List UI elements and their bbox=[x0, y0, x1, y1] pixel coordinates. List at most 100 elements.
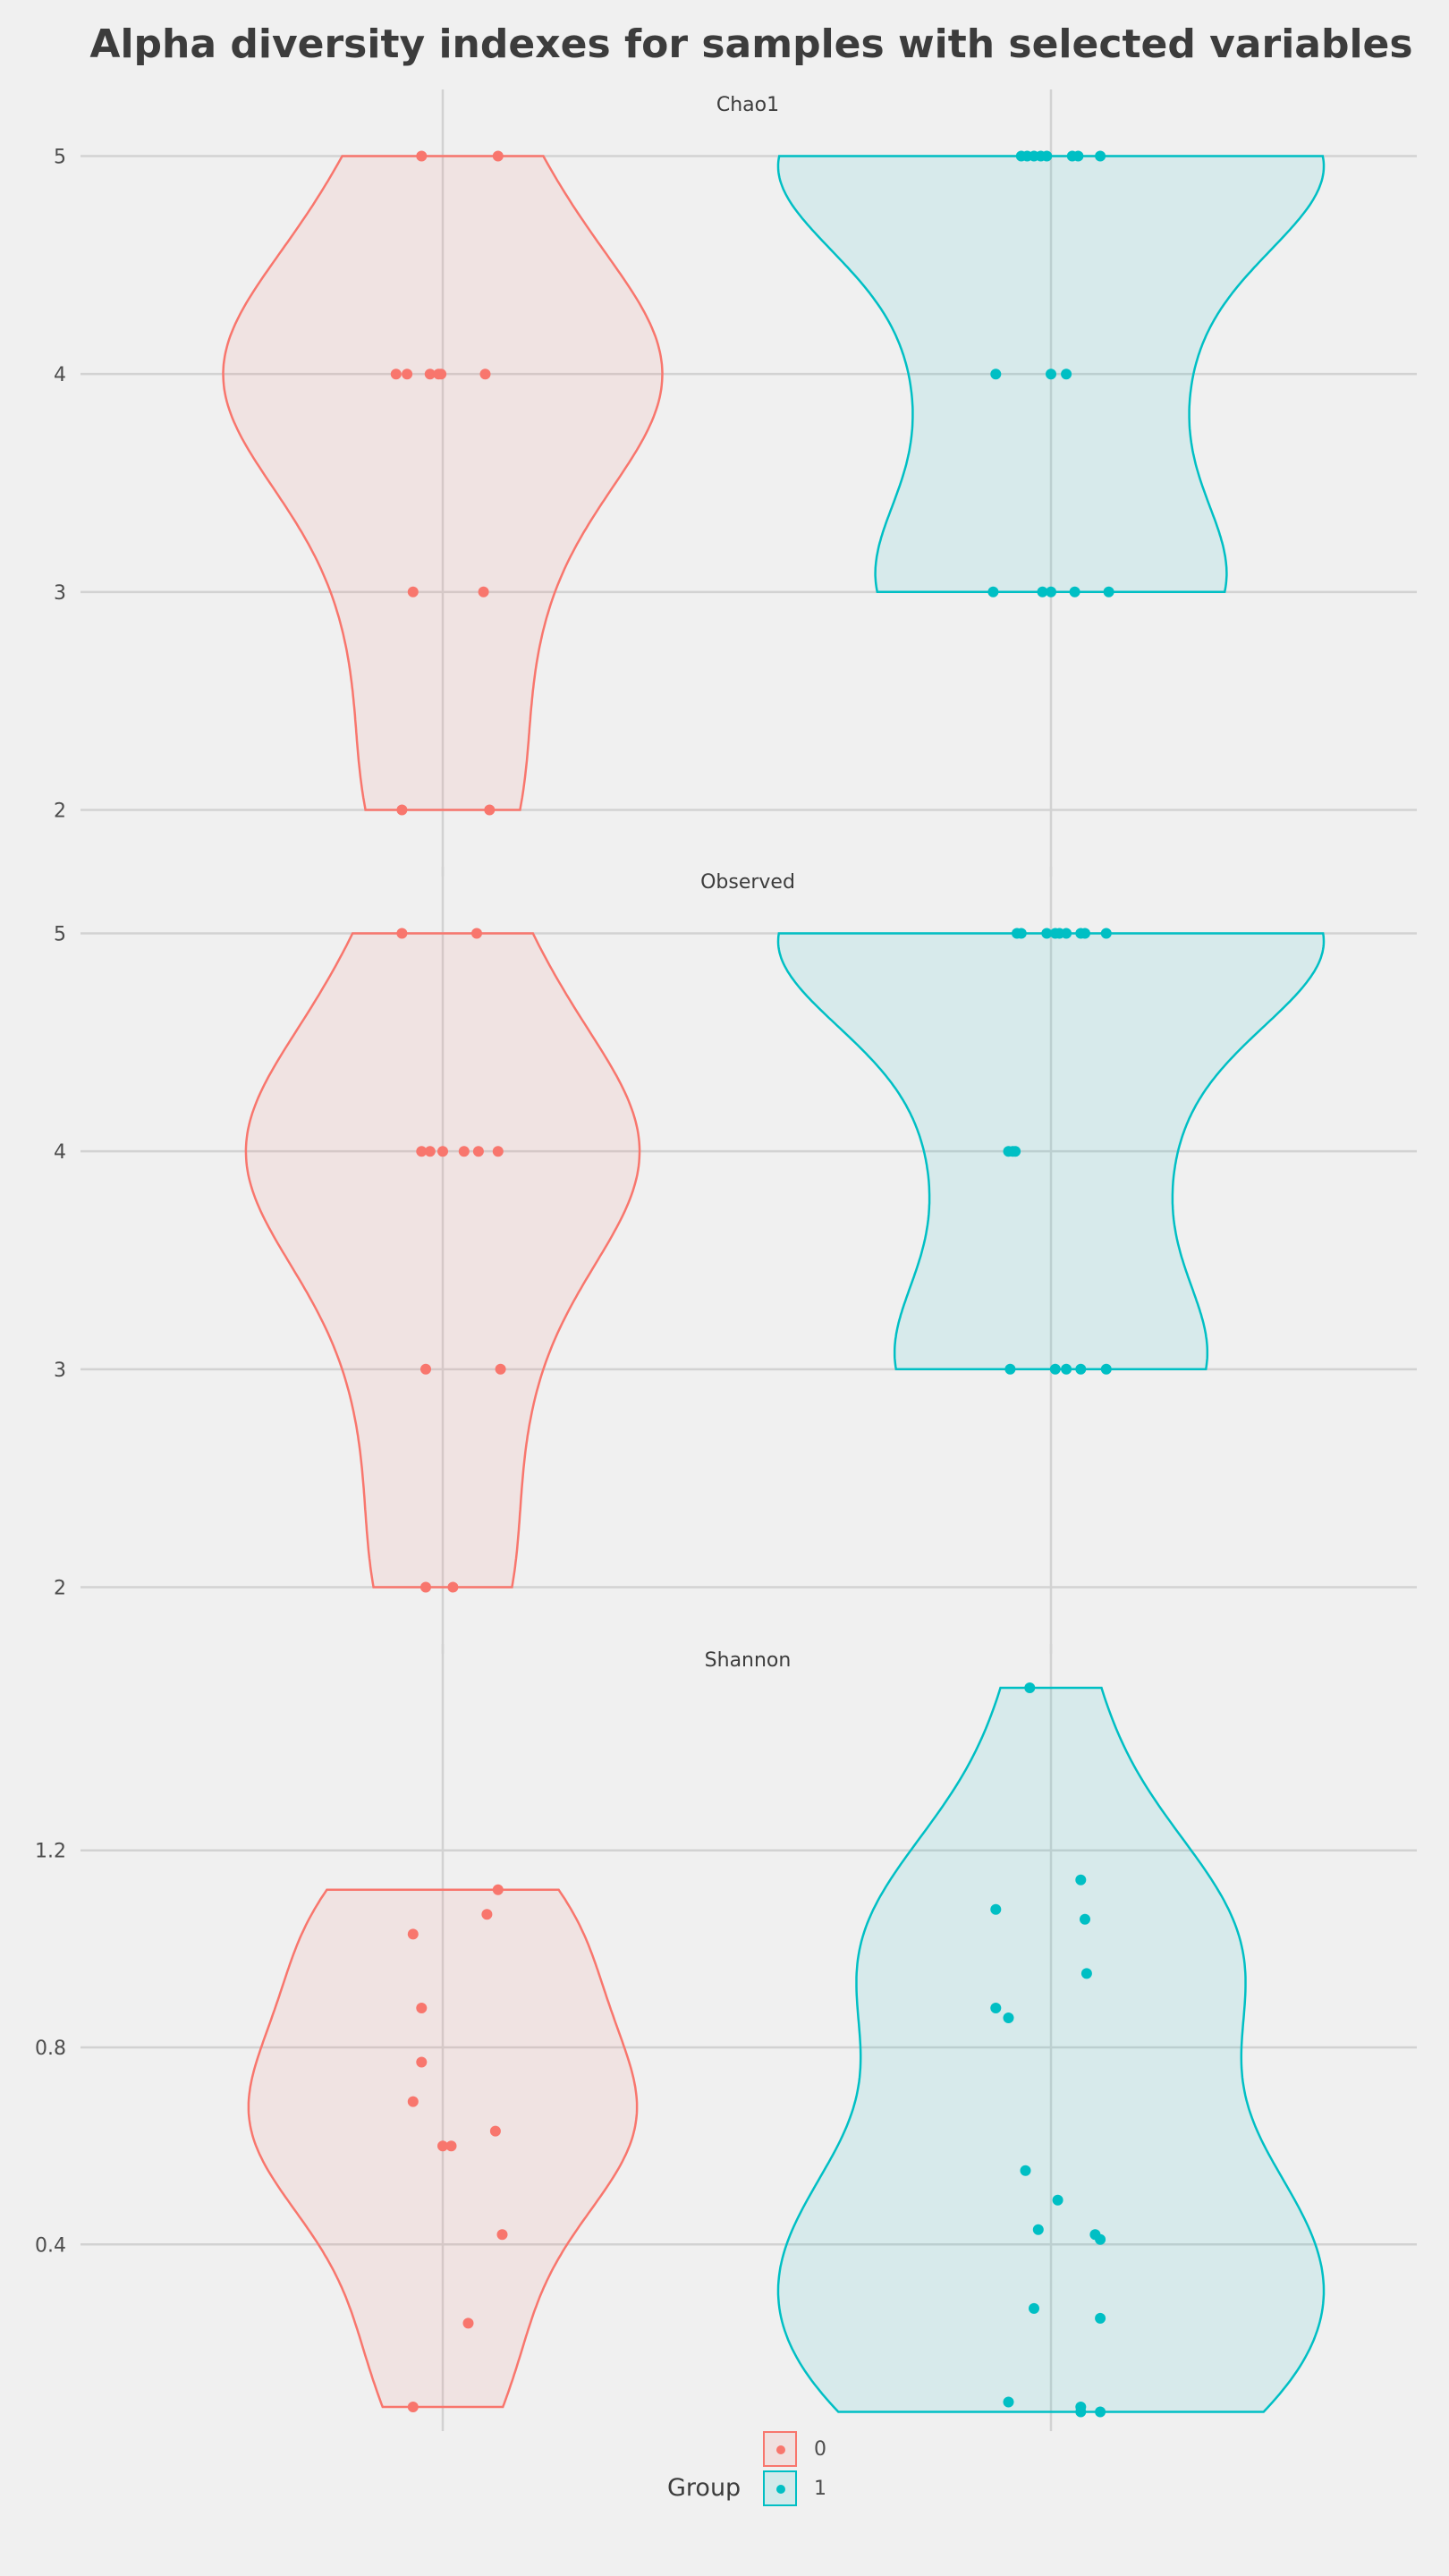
legend-label-0: 0 bbox=[814, 2438, 826, 2461]
data-point-group-0 bbox=[396, 804, 408, 816]
data-point-group-1 bbox=[1095, 2312, 1106, 2324]
data-point-group-0 bbox=[416, 2003, 428, 2013]
legend-dot-0 bbox=[776, 2445, 785, 2454]
y-tick-label: 5 bbox=[54, 147, 66, 169]
data-point-group-1 bbox=[1072, 150, 1084, 162]
data-point-group-1 bbox=[1069, 586, 1080, 597]
data-point-group-1 bbox=[1061, 928, 1072, 939]
data-point-group-0 bbox=[447, 1581, 459, 1593]
data-point-group-1 bbox=[1075, 2406, 1087, 2418]
data-point-group-0 bbox=[484, 804, 496, 816]
y-tick-label: 4 bbox=[54, 1141, 66, 1164]
data-point-group-0 bbox=[416, 1146, 428, 1157]
data-point-group-0 bbox=[437, 2140, 448, 2152]
data-point-group-1 bbox=[990, 1903, 1002, 1915]
data-point-group-0 bbox=[445, 2140, 457, 2152]
data-point-group-1 bbox=[1003, 2396, 1014, 2408]
data-point-group-1 bbox=[1032, 2224, 1044, 2235]
data-point-group-1 bbox=[1015, 928, 1027, 939]
data-point-group-0 bbox=[478, 586, 489, 597]
data-point-group-1 bbox=[1061, 369, 1072, 380]
panel-title: Observed bbox=[700, 871, 795, 894]
data-point-group-1 bbox=[1029, 2302, 1039, 2314]
data-point-group-1 bbox=[1061, 1363, 1072, 1375]
data-point-group-1 bbox=[1041, 150, 1053, 162]
data-point-group-1 bbox=[1037, 586, 1048, 597]
y-tick-label: 1.2 bbox=[35, 1841, 66, 1863]
data-point-group-0 bbox=[437, 1146, 448, 1157]
data-point-group-1 bbox=[1080, 1968, 1092, 1979]
panel-title: Shannon bbox=[705, 1649, 792, 1672]
panel-title: Chao1 bbox=[716, 94, 779, 116]
data-point-group-0 bbox=[390, 369, 402, 380]
y-tick-label: 4 bbox=[54, 364, 66, 386]
data-point-group-0 bbox=[424, 1146, 436, 1157]
data-point-group-0 bbox=[492, 1146, 504, 1157]
data-point-group-1 bbox=[1095, 2233, 1106, 2245]
data-point-group-1 bbox=[1024, 1682, 1036, 1693]
data-point-group-0 bbox=[416, 2056, 428, 2068]
legend-title: Group bbox=[667, 2474, 741, 2502]
data-point-group-0 bbox=[458, 1146, 470, 1157]
data-point-group-0 bbox=[424, 369, 436, 380]
data-point-group-0 bbox=[481, 1909, 493, 1920]
data-point-group-1 bbox=[1095, 2406, 1106, 2418]
violin-group-0 bbox=[222, 155, 664, 811]
data-point-group-0 bbox=[436, 369, 447, 380]
data-point-group-1 bbox=[990, 369, 1002, 380]
data-point-group-1 bbox=[990, 2003, 1002, 2013]
data-point-group-1 bbox=[1052, 2194, 1063, 2206]
data-point-group-0 bbox=[396, 928, 408, 939]
data-point-group-1 bbox=[1020, 2165, 1031, 2176]
data-point-group-0 bbox=[479, 369, 491, 380]
legend: 0 1 Group bbox=[662, 2424, 877, 2506]
data-point-group-0 bbox=[407, 1928, 419, 1940]
legend-dot-1 bbox=[776, 2485, 785, 2494]
data-point-group-1 bbox=[1080, 1913, 1090, 1925]
data-point-group-1 bbox=[1103, 586, 1114, 597]
violin-group-0 bbox=[244, 932, 641, 1589]
data-point-group-1 bbox=[1003, 2012, 1014, 2023]
y-tick-label: 0.8 bbox=[35, 2038, 66, 2060]
data-point-group-1 bbox=[1049, 1363, 1061, 1375]
chart-title: Alpha diversity indexes for samples with… bbox=[89, 21, 1413, 67]
y-tick-label: 2 bbox=[54, 800, 66, 822]
data-point-group-0 bbox=[407, 2402, 419, 2412]
data-point-group-1 bbox=[1004, 1363, 1016, 1375]
data-point-group-1 bbox=[1075, 1874, 1087, 1885]
violin-group-1 bbox=[776, 932, 1326, 1371]
legend-key-0 bbox=[763, 2431, 797, 2467]
data-point-group-0 bbox=[496, 2229, 508, 2241]
data-point-group-0 bbox=[462, 2318, 474, 2329]
data-point-group-1 bbox=[1046, 369, 1056, 380]
data-point-group-0 bbox=[407, 586, 419, 597]
data-point-group-0 bbox=[471, 928, 482, 939]
data-point-group-0 bbox=[416, 150, 428, 162]
data-point-group-1 bbox=[1080, 928, 1090, 939]
data-point-group-0 bbox=[407, 2096, 419, 2107]
y-tick-label: 0.4 bbox=[35, 2234, 66, 2257]
data-point-group-1 bbox=[1046, 586, 1056, 597]
legend-key-1 bbox=[763, 2470, 797, 2506]
data-point-group-0 bbox=[420, 1581, 431, 1593]
data-point-group-1 bbox=[1100, 1363, 1112, 1375]
data-point-group-0 bbox=[472, 1146, 484, 1157]
y-tick-label: 5 bbox=[54, 924, 66, 946]
legend-label-1: 1 bbox=[814, 2478, 826, 2500]
data-point-group-0 bbox=[402, 369, 413, 380]
data-point-group-0 bbox=[492, 150, 504, 162]
data-point-group-0 bbox=[489, 2125, 501, 2137]
data-point-group-1 bbox=[1041, 928, 1053, 939]
y-tick-label: 2 bbox=[54, 1577, 66, 1599]
data-point-group-0 bbox=[492, 1884, 504, 1895]
y-tick-label: 3 bbox=[54, 582, 66, 605]
data-point-group-0 bbox=[420, 1363, 431, 1375]
data-point-group-1 bbox=[1075, 1363, 1087, 1375]
data-point-group-1 bbox=[1100, 928, 1112, 939]
data-point-group-1 bbox=[1010, 1146, 1021, 1157]
violin-group-1 bbox=[776, 1686, 1326, 2413]
data-point-group-0 bbox=[495, 1363, 506, 1375]
data-point-group-1 bbox=[987, 586, 999, 597]
y-tick-label: 3 bbox=[54, 1360, 66, 1382]
